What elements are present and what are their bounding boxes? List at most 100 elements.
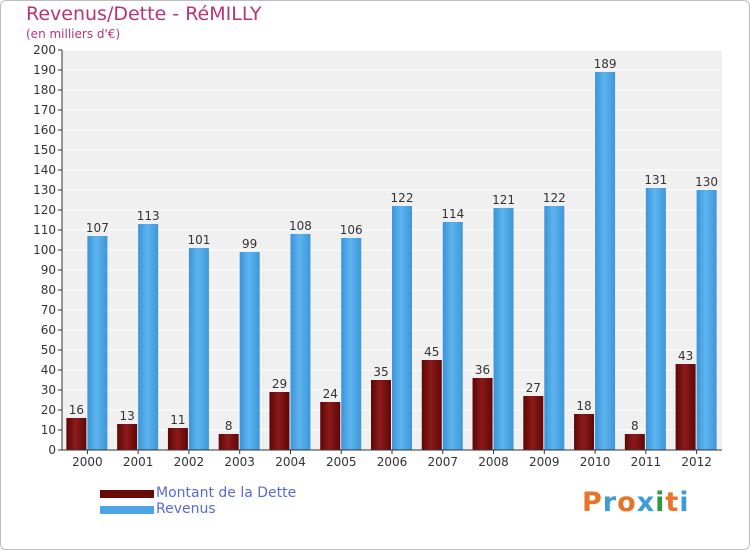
logo-letter: i: [655, 487, 666, 518]
x-tick-label: 2001: [123, 455, 154, 469]
x-tick-label: 2000: [72, 455, 103, 469]
data-label-revenus: 101: [187, 233, 210, 247]
y-tick-label: 190: [33, 63, 56, 77]
x-tick-label: 2011: [631, 455, 662, 469]
bar-dette: [523, 396, 544, 450]
y-tick-label: 140: [33, 163, 56, 177]
data-label-revenus: 122: [391, 191, 414, 205]
y-tick-label: 50: [41, 343, 56, 357]
bar-dette: [167, 428, 188, 450]
logo-letter: t: [665, 487, 680, 518]
data-label-dette: 11: [170, 413, 185, 427]
data-label-dette: 45: [424, 345, 439, 359]
logo-letter: r: [602, 487, 618, 518]
bar-revenus: [544, 206, 565, 450]
bar-dette: [472, 378, 493, 450]
data-label-revenus: 106: [340, 223, 363, 237]
y-tick-label: 10: [41, 423, 56, 437]
y-tick-label: 170: [33, 103, 56, 117]
logo-letter: o: [617, 487, 637, 518]
bar-revenus: [341, 238, 362, 450]
bar-revenus: [239, 252, 260, 450]
bar-revenus: [188, 248, 209, 450]
legend-label-revenus: Revenus: [156, 501, 216, 517]
chart-title: Revenus/Dette - RéMILLY: [26, 3, 262, 25]
bar-dette: [421, 360, 442, 450]
data-label-dette: 16: [69, 403, 84, 417]
logo-letter: i: [679, 487, 690, 518]
x-tick-label: 2004: [275, 455, 306, 469]
legend-swatch-dette: [100, 490, 154, 498]
data-label-dette: 8: [225, 419, 233, 433]
y-tick-label: 20: [41, 403, 56, 417]
x-tick-label: 2005: [326, 455, 357, 469]
data-label-revenus: 108: [289, 219, 312, 233]
x-tick-label: 2006: [377, 455, 408, 469]
x-tick-label: 2008: [478, 455, 509, 469]
y-tick-label: 100: [33, 243, 56, 257]
data-label-revenus: 122: [543, 191, 566, 205]
bar-dette: [66, 418, 87, 450]
logo-letter: x: [636, 487, 656, 518]
data-label-revenus: 131: [644, 173, 667, 187]
data-label-dette: 35: [373, 365, 388, 379]
bar-dette: [320, 402, 341, 450]
data-label-dette: 8: [631, 419, 639, 433]
bar-revenus: [290, 234, 311, 450]
proxiti-logo: Proxiti: [582, 487, 690, 518]
bar-revenus: [138, 224, 159, 450]
legend-label-dette: Montant de la Dette: [156, 485, 297, 501]
y-tick-label: 150: [33, 143, 56, 157]
data-label-revenus: 189: [594, 57, 617, 71]
bar-dette: [269, 392, 290, 450]
data-label-dette: 24: [323, 387, 338, 401]
bar-dette: [371, 380, 391, 450]
y-tick-label: 30: [41, 383, 56, 397]
bar-dette: [624, 434, 645, 450]
bar-revenus: [696, 190, 717, 450]
data-label-dette: 27: [526, 381, 541, 395]
y-tick-label: 160: [33, 123, 56, 137]
data-label-revenus: 121: [492, 193, 515, 207]
y-tick-label: 200: [33, 43, 56, 57]
y-tick-label: 0: [48, 443, 56, 457]
y-tick-label: 120: [33, 203, 56, 217]
data-label-revenus: 113: [137, 209, 160, 223]
legend-swatch-revenus: [100, 506, 154, 514]
bar-dette: [574, 414, 595, 450]
x-tick-label: 2007: [427, 455, 458, 469]
x-tick-label: 2009: [529, 455, 560, 469]
bar-revenus: [392, 206, 412, 450]
data-label-dette: 43: [678, 349, 693, 363]
data-label-revenus: 107: [86, 221, 109, 235]
y-tick-label: 80: [41, 283, 56, 297]
x-tick-label: 2012: [681, 455, 712, 469]
chart-subtitle: (en milliers d'€): [26, 27, 121, 41]
y-tick-label: 40: [41, 363, 56, 377]
y-tick-label: 110: [33, 223, 56, 237]
y-tick-label: 130: [33, 183, 56, 197]
data-label-dette: 13: [120, 409, 135, 423]
data-label-dette: 18: [576, 399, 591, 413]
data-label-revenus: 114: [441, 207, 464, 221]
bar-revenus: [493, 208, 514, 450]
x-tick-label: 2003: [224, 455, 255, 469]
y-tick-label: 60: [41, 323, 56, 337]
bar-revenus: [645, 188, 666, 450]
y-tick-label: 180: [33, 83, 56, 97]
bar-revenus: [87, 236, 108, 450]
y-tick-label: 90: [41, 263, 56, 277]
bar-dette: [218, 434, 239, 450]
data-label-revenus: 99: [242, 237, 257, 251]
data-label-dette: 36: [475, 363, 490, 377]
x-tick-label: 2002: [174, 455, 205, 469]
logo-letter: P: [582, 487, 603, 518]
data-label-revenus: 130: [695, 175, 718, 189]
y-tick-label: 70: [41, 303, 56, 317]
data-label-dette: 29: [272, 377, 287, 391]
bar-revenus: [595, 72, 616, 450]
x-tick-label: 2010: [580, 455, 611, 469]
bar-dette: [117, 424, 138, 450]
bar-dette: [675, 364, 696, 450]
